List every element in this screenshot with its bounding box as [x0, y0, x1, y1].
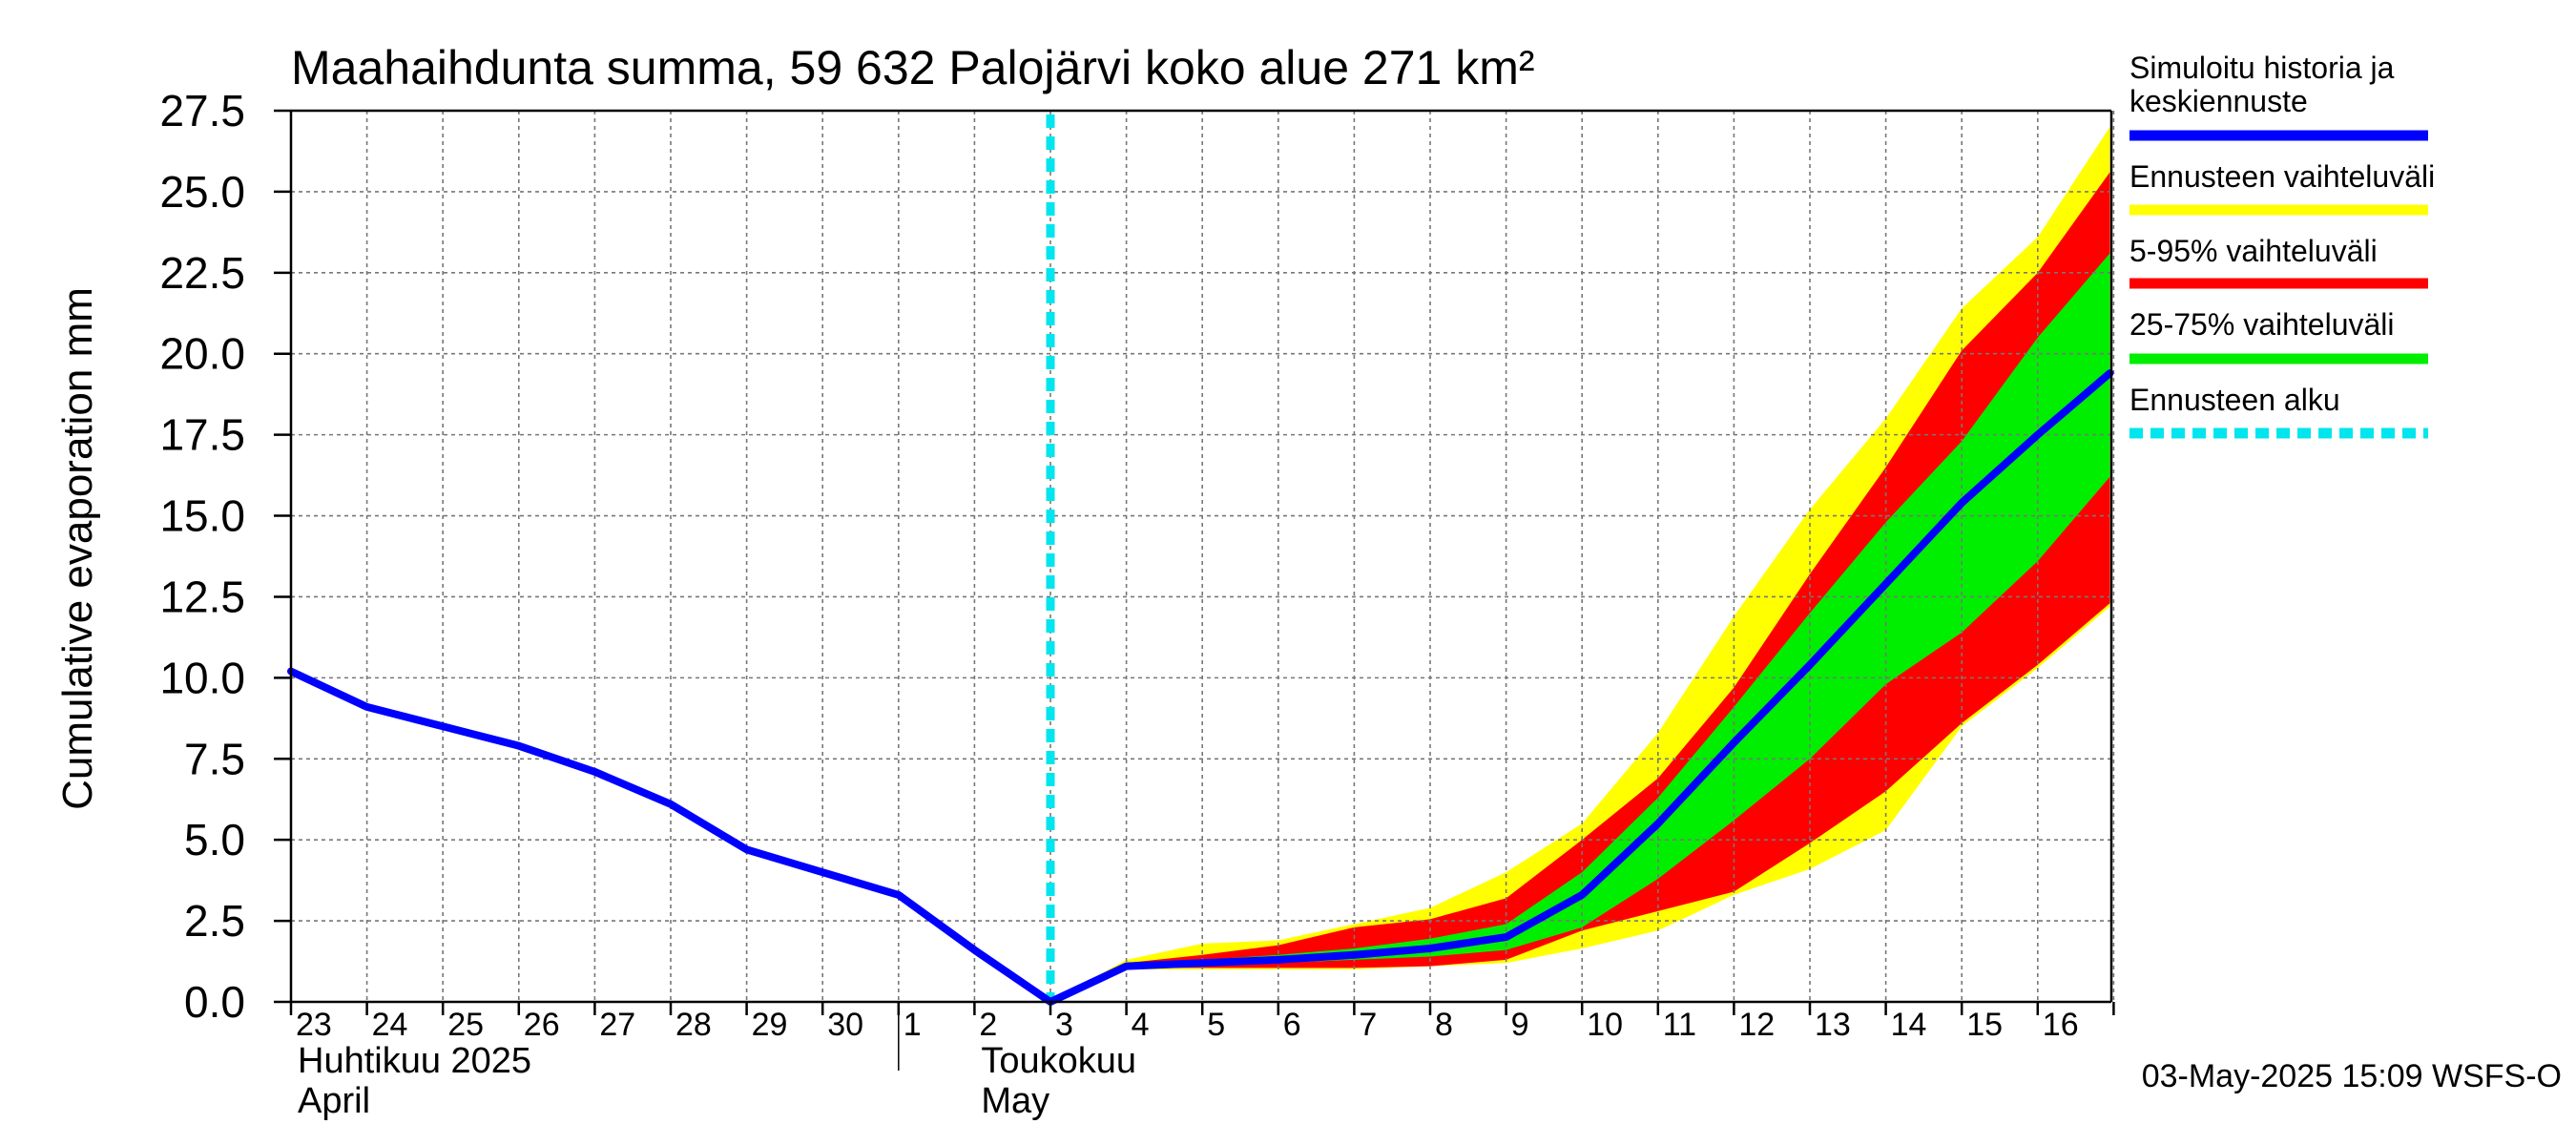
x-tick-label: 1 — [904, 1007, 922, 1043]
x-tick-label: 9 — [1511, 1007, 1529, 1043]
y-tick-label: 7.5 — [184, 734, 245, 783]
x-tick-label: 16 — [2043, 1007, 2079, 1043]
x-tick-label: 23 — [296, 1007, 332, 1043]
x-tick-label: 29 — [752, 1007, 788, 1043]
x-tick-label: 7 — [1359, 1007, 1377, 1043]
y-tick-label: 25.0 — [159, 167, 245, 217]
x-tick-label: 4 — [1132, 1007, 1150, 1043]
x-axis-ticks: 23 24 25 26 27 28 29 30 1 2 3 4 5 6 7 8 9 10 11 12 13 14 15 16 — [289, 1002, 2115, 1043]
legend-label: 25-75% vaihteluväli — [2129, 307, 2395, 342]
legend-label: Simuloitu historia ja — [2129, 51, 2395, 85]
x-tick-label: 24 — [372, 1007, 408, 1043]
legend-label: Ennusteen alku — [2129, 383, 2340, 417]
legend-label: Ennusteen vaihteluväli — [2129, 159, 2435, 194]
y-tick-label: 0.0 — [184, 977, 245, 1027]
forecast-bands — [1050, 126, 2110, 1003]
y-tick-label: 22.5 — [159, 248, 245, 298]
x-tick-label: 15 — [1966, 1007, 2003, 1043]
x-tick-label: 30 — [827, 1007, 863, 1043]
series-line-simuloitu-historia-ja-keskiennuste — [287, 369, 2114, 1006]
x-tick-label: 2 — [979, 1007, 997, 1043]
band-5-95-vaihteluv-li — [1050, 172, 2110, 1003]
x-tick-label: 10 — [1587, 1007, 1623, 1043]
x-tick-label: 8 — [1435, 1007, 1453, 1043]
x-tick-label: 26 — [524, 1007, 560, 1043]
y-tick-label: 5.0 — [184, 815, 245, 864]
y-tick-label: 27.5 — [159, 86, 245, 135]
legend-label: keskiennuste — [2129, 84, 2308, 118]
y-tick-label: 10.0 — [159, 653, 245, 702]
band-25-75-vaihteluv-li — [1050, 253, 2110, 1002]
x-tick-label: 6 — [1283, 1007, 1301, 1043]
y-tick-label: 12.5 — [159, 572, 245, 621]
data-series — [287, 369, 2114, 1006]
y-axis-ticks: 0.0 2.5 5.0 7.5 10.0 12.5 15.0 17.5 20.0 22.5 25.0… — [159, 86, 291, 1027]
x-tick-label: 14 — [1891, 1007, 1927, 1043]
x-tick-label: 27 — [599, 1007, 635, 1043]
y-tick-label: 17.5 — [159, 410, 245, 460]
x-tick-label: 3 — [1055, 1007, 1073, 1043]
legend-label: 5-95% vaihteluväli — [2129, 234, 2378, 268]
month-label-english: May — [981, 1081, 1049, 1121]
y-tick-label: 15.0 — [159, 491, 245, 541]
y-axis-title: Cumulative evaporation mm — [54, 287, 101, 810]
x-tick-label: 25 — [447, 1007, 484, 1043]
x-tick-label: 11 — [1663, 1007, 1696, 1043]
y-tick-label: 2.5 — [184, 896, 245, 946]
x-tick-label: 13 — [1815, 1007, 1851, 1043]
month-label: Toukokuu — [981, 1041, 1136, 1081]
timestamp-footer: 03-May-2025 15:09 WSFS-O — [2142, 1058, 2562, 1094]
y-tick-label: 20.0 — [159, 329, 245, 379]
chart-title: Maahaihdunta summa, 59 632 Palojärvi kok… — [291, 41, 1535, 94]
month-label-english: April — [298, 1081, 370, 1121]
month-label: Huhtikuu 2025 — [298, 1041, 531, 1081]
x-tick-label: 5 — [1207, 1007, 1225, 1043]
x-tick-label: 28 — [675, 1007, 712, 1043]
x-tick-label: 12 — [1738, 1007, 1775, 1043]
